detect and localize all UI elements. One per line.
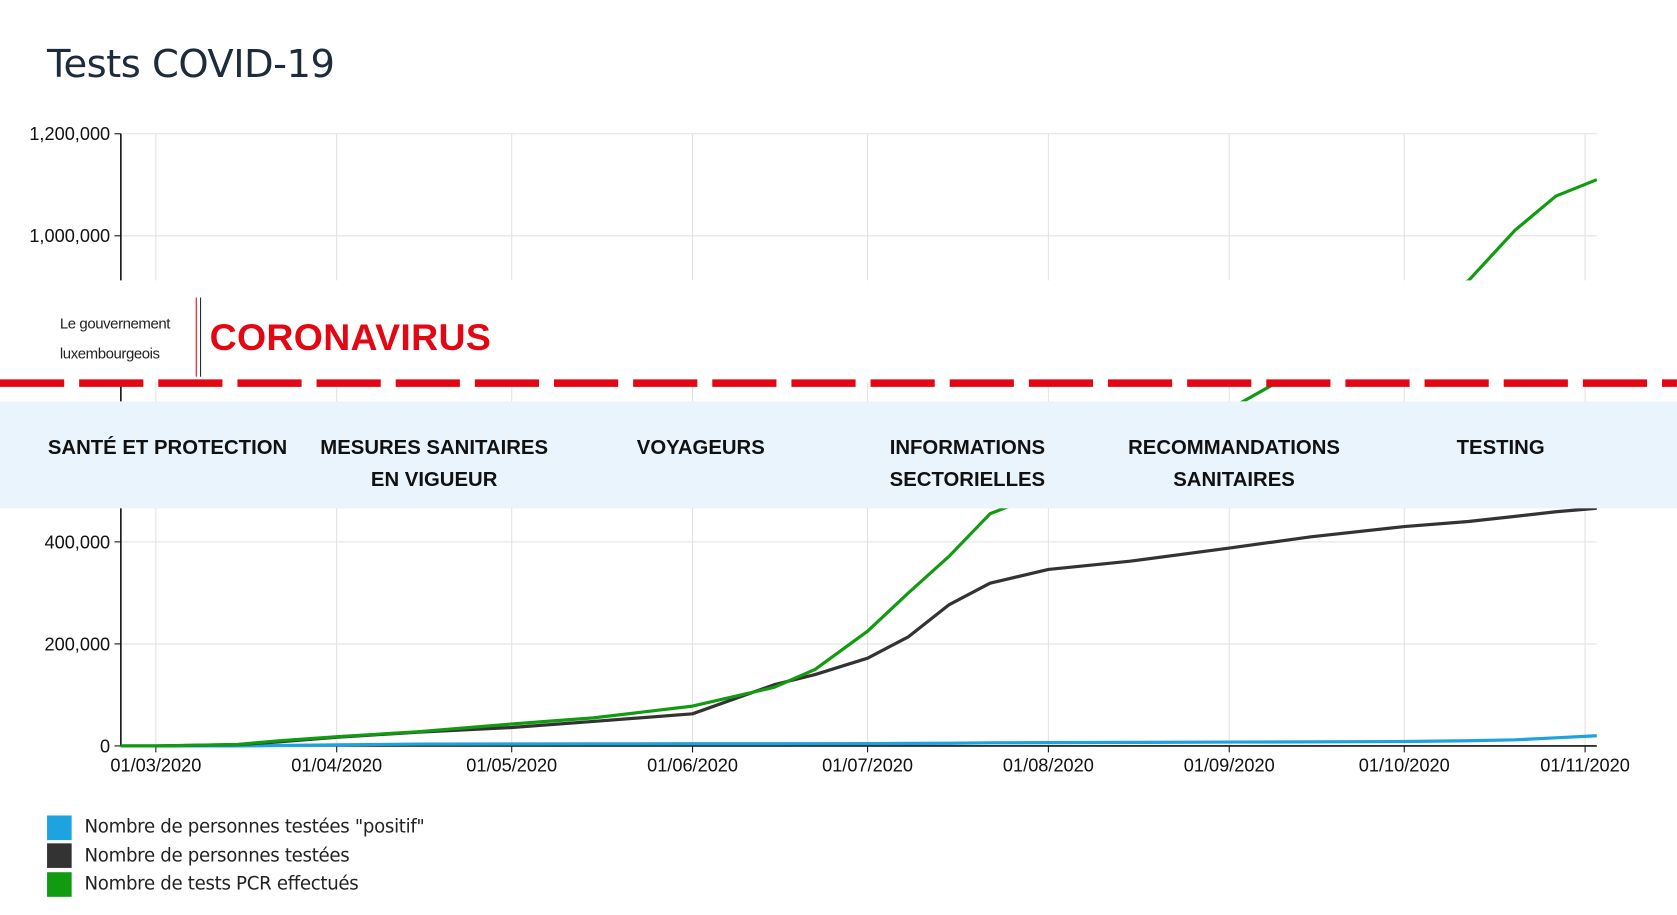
chart: 0200,000400,000600,000800,0001,000,0001,… (29, 124, 1630, 776)
nav-link[interactable]: VOYAGEURS (567, 401, 834, 508)
nav-link-text: INFORMATIONS (889, 436, 1046, 460)
legend-item[interactable]: Nombre de personnes testées (47, 842, 424, 870)
x-tick-label: 01/03/2020 (110, 756, 201, 776)
data-line (120, 506, 1597, 748)
dashed-rule (0, 379, 1677, 387)
nav-link[interactable]: MESURES SANITAIRES EN VIGUEUR (301, 401, 568, 508)
nav-link[interactable]: SANTÉ ET PROTECTION (34, 401, 301, 508)
x-tick-label: 01/11/2020 (1540, 756, 1630, 776)
x-tick-label: 01/05/2020 (466, 756, 557, 776)
legend-item[interactable]: Nombre de tests PCR effectués (47, 870, 424, 898)
x-tick-label: 01/10/2020 (1359, 756, 1450, 776)
nav-link-text: EN VIGUEUR (370, 468, 498, 492)
nav-link-text: SECTORIELLES (889, 468, 1046, 492)
y-tick-label: 400,000 (44, 532, 110, 552)
chart-title: Tests COVID-19 (47, 42, 335, 87)
nav-link-text: SANTÉ ET PROTECTION (47, 436, 288, 460)
legend-swatch (47, 815, 72, 840)
nav-link[interactable]: RECOMMANDATIONS SANITAIRES (1101, 401, 1368, 508)
brand[interactable]: CORONAVIRUS (209, 316, 492, 359)
x-tick-label: 01/09/2020 (1184, 756, 1275, 776)
legend-label: Nombre de personnes testées "positif" (84, 816, 425, 839)
legend-label: Nombre de tests PCR effectués (84, 873, 359, 895)
y-tick-label: 1,200,000 (29, 124, 110, 144)
x-tick-label: 01/07/2020 (822, 756, 913, 776)
nav-link-text: TESTING (1456, 436, 1545, 460)
x-tick-label: 01/04/2020 (291, 756, 382, 776)
nav-link[interactable]: INFORMATIONS SECTORIELLES (834, 401, 1101, 508)
government-text: luxembourgeois (59, 344, 160, 362)
government-logo[interactable]: Le gouvernement luxembourgeois (59, 308, 171, 368)
legend: Nombre de personnes testées "positif" Nom… (47, 813, 425, 898)
y-tick-label: 200,000 (44, 634, 110, 654)
y-tick-label: 1,000,000 (29, 226, 110, 246)
x-tick-label: 01/06/2020 (647, 756, 738, 776)
legend-label: Nombre de personnes testées (84, 845, 350, 867)
site-header: Le gouvernement luxembourgeois CORONAVIR… (0, 280, 1677, 383)
legend-item[interactable]: Nombre de personnes testées "positif" (47, 813, 425, 841)
nav-link[interactable]: TESTING (1367, 401, 1634, 508)
legend-swatch (47, 871, 72, 897)
nav-link-text: RECOMMANDATIONS (1128, 436, 1340, 460)
x-tick-label: 01/08/2020 (1003, 756, 1094, 776)
nav-link-text: SANITAIRES (1173, 468, 1295, 492)
government-text: Le gouvernement (59, 314, 171, 332)
nav-link-text: VOYAGEURS (636, 436, 765, 460)
legend-swatch (47, 843, 72, 869)
data-line (120, 734, 1597, 748)
y-tick-label: 0 (100, 736, 110, 756)
nav-bar: SANTÉ ET PROTECTION MESURES SANITAIRES EN … (0, 401, 1677, 509)
logo-separator (195, 297, 202, 377)
nav-link-text: MESURES SANITAIRES (320, 436, 549, 460)
